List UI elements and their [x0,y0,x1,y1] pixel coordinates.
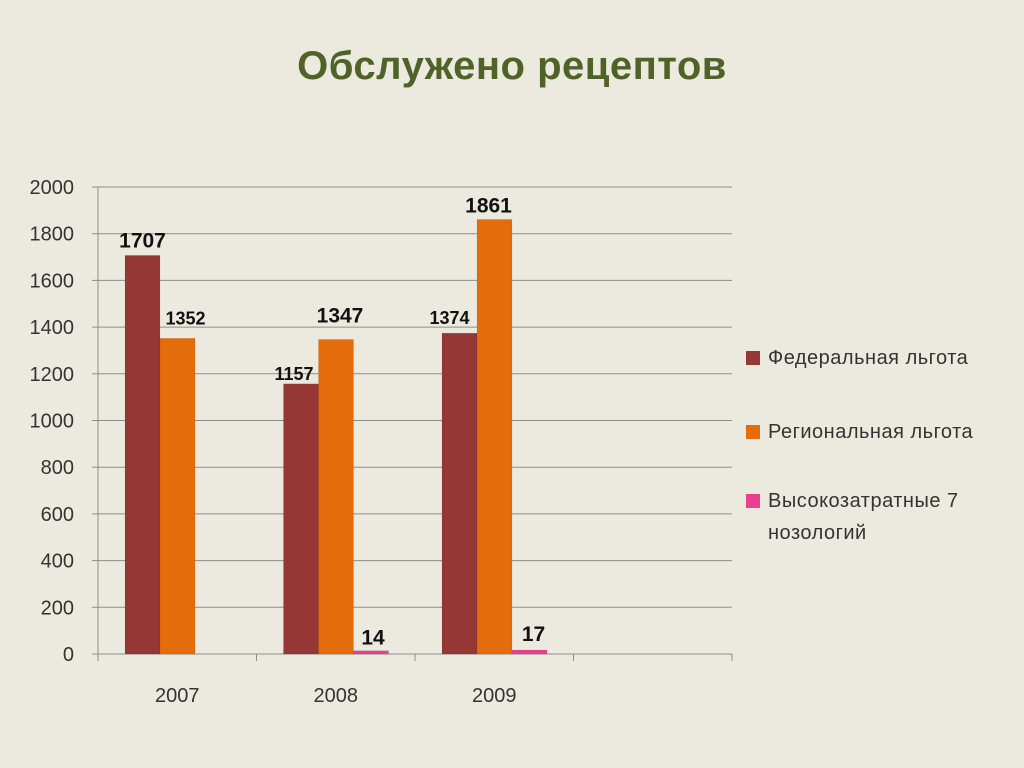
y-tick-label: 1200 [30,364,75,386]
legend-item-federal: Федеральная льгота [746,345,968,374]
bars [124,219,548,655]
data-label: 14 [361,627,385,650]
legend-swatch-federal [746,351,760,365]
bar [124,255,161,655]
legend-label-federal: Федеральная льгота [768,347,969,369]
y-tick-label: 600 [41,504,74,526]
legend-label-regional: Региональная льгота [768,421,974,443]
x-tick-labels: 2007 2008 2009 [155,685,517,707]
y-tick-label: 400 [41,551,74,573]
y-tick-label: 1400 [30,317,75,339]
slide-title: Обслужено рецептов [297,44,727,88]
legend-label-high-cost: Высокозатратные 7 нозологий [768,490,959,544]
y-tick-labels: 0 200 400 600 800 1000 1200 1400 1600 1800 2000 [30,177,75,666]
x-tick-label: 2007 [155,685,200,707]
bar [283,383,319,655]
data-label: 1374 [429,308,469,328]
gridlines [98,186,732,608]
bar [441,332,478,655]
x-tick-label: 2009 [472,685,517,707]
data-labels: 1707 1352 1157 1347 14 1374 1861 17 [119,194,545,649]
y-tick-label: 200 [41,597,74,619]
bar [159,338,196,655]
y-tick-label: 2000 [30,177,75,199]
data-label: 17 [522,623,545,646]
data-label: 1861 [465,194,512,217]
x-tick-label: 2008 [314,685,359,707]
bar [476,219,513,655]
y-tick-label: 800 [41,457,74,479]
data-label: 1157 [274,364,313,384]
bar [353,650,389,655]
axes [92,186,733,661]
data-label: 1352 [165,308,205,328]
legend-item-regional: Региональная льгота [746,419,973,448]
legend-item-high-cost: Высокозатратные 7 нозологий [746,488,996,549]
bar [318,339,354,655]
y-tick-label: 0 [63,644,74,666]
bar [511,649,548,655]
legend-swatch-high-cost [746,494,760,508]
y-tick-label: 1600 [30,270,75,292]
y-tick-label: 1000 [30,411,75,433]
legend-swatch-regional [746,425,760,439]
y-tick-label: 1800 [30,224,75,246]
data-label: 1707 [119,229,166,252]
data-label: 1347 [317,304,364,327]
